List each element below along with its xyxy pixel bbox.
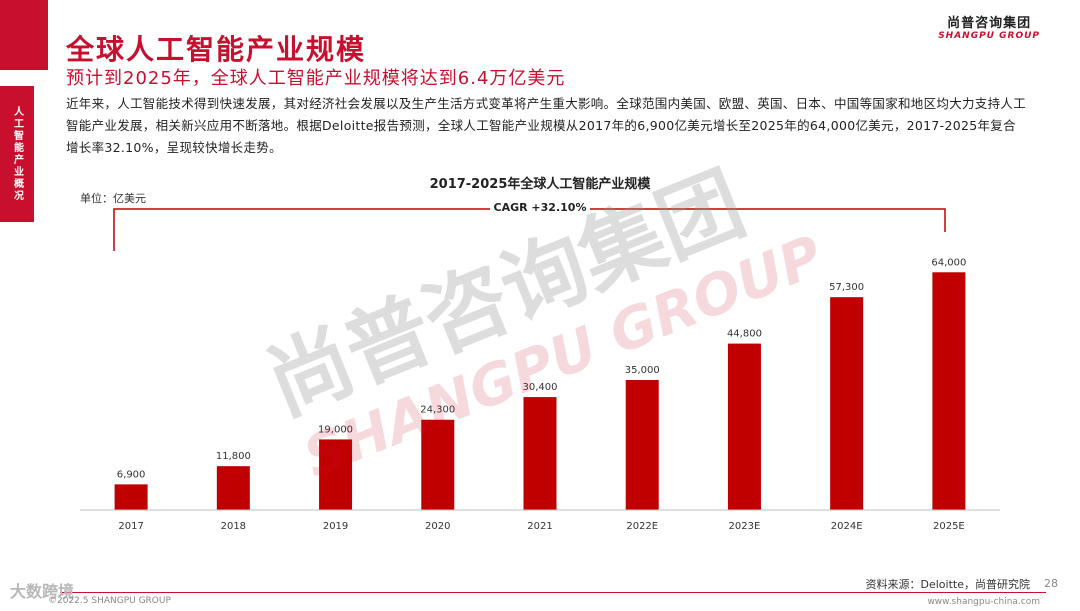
x-tick-label-2017: 2017 [118, 521, 143, 532]
page-number: 28 [1044, 577, 1058, 590]
cagr-bracket-line [113, 208, 946, 251]
page-subtitle: 预计到2025年，全球人工智能产业规模将达到6.4万亿美元 [66, 68, 566, 89]
data-label-2017: 6,900 [117, 469, 146, 480]
x-tick-label-2023E: 2023E [729, 521, 761, 532]
bar-2025E [932, 272, 966, 510]
bar-2018 [216, 466, 250, 510]
bar-2021 [523, 397, 557, 510]
data-label-2023E: 44,800 [727, 329, 762, 340]
cagr-annotation: CAGR +32.10% [490, 201, 590, 214]
corner-logo-mark: 大数跨境 [10, 582, 75, 601]
chart-bars: 6,900 2017 11,800 2018 19,000 2019 24,300 2020 3… [114, 257, 966, 532]
data-label-2018: 11,800 [216, 451, 251, 462]
x-tick-label-2021: 2021 [527, 521, 552, 532]
bar-2020 [421, 419, 455, 510]
brand-logo: 尚普咨询集团 SHANGPU GROUP [938, 12, 1040, 41]
corner-accent-block [0, 0, 48, 70]
data-label-2025E: 64,000 [931, 257, 966, 268]
footer-divider [60, 592, 1046, 593]
website-link[interactable]: www.shangpu-china.com [927, 597, 1040, 607]
brand-name-cn: 尚普咨询集团 [947, 16, 1032, 31]
x-tick-label-2019: 2019 [323, 521, 348, 532]
brand-name-en: SHANGPU GROUP [938, 31, 1040, 41]
x-tick-label-2024E: 2024E [831, 521, 863, 532]
data-label-2019: 19,000 [318, 424, 353, 435]
side-section-tab[interactable]: 人工智能产业概况 [0, 86, 34, 222]
cagr-bracket [113, 208, 946, 251]
side-section-tab-label: 人工智能产业概况 [11, 106, 23, 202]
chart-unit-label: 单位：亿美元 [80, 192, 146, 205]
data-label-2022E: 35,000 [625, 365, 660, 376]
x-tick-label-2022E: 2022E [626, 521, 658, 532]
bar-2023E [727, 343, 761, 510]
bar-2024E [830, 297, 864, 510]
bar-2017 [114, 484, 148, 510]
x-tick-label-2020: 2020 [425, 521, 450, 532]
x-tick-label-2018: 2018 [221, 521, 246, 532]
chart-title: 2017-2025年全球人工智能产业规模 [429, 177, 651, 192]
data-label-2024E: 57,300 [829, 282, 864, 293]
x-tick-label-2025E: 2025E [933, 521, 965, 532]
page-title: 全球人工智能产业规模 [66, 33, 367, 66]
data-label-2020: 24,300 [420, 405, 455, 416]
bar-2022E [625, 380, 659, 510]
bar-2019 [319, 439, 353, 510]
data-source: 资料来源：Deloitte，尚普研究院 [865, 578, 1030, 591]
copyright: ©2022.5 SHANGPU GROUP [48, 596, 171, 606]
data-label-2021: 30,400 [523, 382, 558, 393]
intro-paragraph: 近年来，人工智能技术得到快速发展，其对经济社会发展以及生产生活方式变革将产生重大… [66, 96, 1027, 155]
